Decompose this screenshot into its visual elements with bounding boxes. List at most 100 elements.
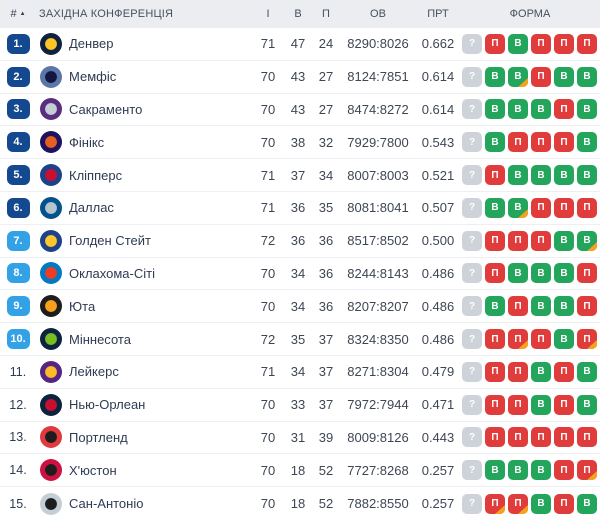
table-row[interactable]: 10. Міннесота 72 35 37 8324:8350 0.486 ?… [0, 323, 600, 356]
team-name[interactable]: Х'юстон [69, 462, 117, 478]
table-row[interactable]: 3. Сакраменто 70 43 27 8474:8272 0.614 ?… [0, 93, 600, 127]
team-name[interactable]: Оклахома-Сіті [69, 265, 155, 281]
form-result-box[interactable]: В [577, 132, 597, 153]
form-upcoming-box[interactable]: ? [462, 329, 482, 350]
form-upcoming-box[interactable]: ? [462, 230, 482, 251]
form-result-box[interactable]: П [554, 33, 574, 54]
form-result-box[interactable]: П [577, 263, 597, 284]
form-result-box[interactable]: В [554, 329, 574, 350]
form-result-box[interactable]: В [485, 132, 505, 153]
team-name[interactable]: Кліпперс [69, 167, 123, 183]
form-result-box[interactable]: В [485, 66, 505, 87]
form-upcoming-box[interactable]: ? [462, 99, 482, 120]
team-name[interactable]: Денвер [69, 36, 114, 52]
form-result-box[interactable]: П [531, 66, 551, 87]
form-result-box[interactable]: П [485, 263, 505, 284]
form-result-box[interactable]: П [485, 33, 505, 54]
form-upcoming-box[interactable]: ? [462, 361, 482, 382]
form-result-box[interactable]: В [577, 361, 597, 382]
table-row[interactable]: 15. Сан-Антоніо 70 18 52 7882:8550 0.257… [0, 487, 600, 520]
table-row[interactable]: 6. Даллас 71 36 35 8081:8041 0.507 ? В В П П… [0, 191, 600, 225]
team-name[interactable]: Сан-Антоніо [69, 496, 144, 512]
form-result-box[interactable]: В [554, 165, 574, 186]
form-result-box[interactable]: П [531, 230, 551, 251]
form-result-box[interactable]: В [531, 394, 551, 415]
form-result-box[interactable]: В [508, 66, 528, 87]
form-result-box[interactable]: В [485, 296, 505, 317]
team-name[interactable]: Мемфіс [69, 69, 117, 85]
team-name[interactable]: Портленд [69, 429, 128, 445]
form-upcoming-box[interactable]: ? [462, 394, 482, 415]
table-row[interactable]: 1. Денвер 71 47 24 8290:8026 0.662 ? П В П П… [0, 28, 600, 61]
form-result-box[interactable]: В [554, 263, 574, 284]
form-result-box[interactable]: В [531, 263, 551, 284]
form-upcoming-box[interactable]: ? [462, 296, 482, 317]
form-result-box[interactable]: П [485, 361, 505, 382]
form-result-box[interactable]: В [531, 460, 551, 481]
form-upcoming-box[interactable]: ? [462, 132, 482, 153]
form-result-box[interactable]: В [508, 165, 528, 186]
form-upcoming-box[interactable]: ? [462, 460, 482, 481]
form-result-box[interactable]: В [485, 99, 505, 120]
form-result-box[interactable]: П [485, 493, 505, 514]
team-name[interactable]: Міннесота [69, 331, 131, 347]
form-result-box[interactable]: П [577, 460, 597, 481]
form-result-box[interactable]: В [577, 394, 597, 415]
form-result-box[interactable]: П [508, 427, 528, 448]
form-result-box[interactable]: П [485, 329, 505, 350]
form-result-box[interactable]: П [508, 493, 528, 514]
form-result-box[interactable]: П [508, 329, 528, 350]
team-name[interactable]: Фінікс [69, 134, 105, 150]
team-name[interactable]: Юта [69, 298, 96, 314]
table-row[interactable]: 2. Мемфіс 70 43 27 8124:7851 0.614 ? В В П В… [0, 60, 600, 94]
table-row[interactable]: 8. Оклахома-Сіті 70 34 36 8244:8143 0.48… [0, 257, 600, 291]
form-result-box[interactable]: П [554, 361, 574, 382]
form-result-box[interactable]: П [577, 329, 597, 350]
team-name[interactable]: Лейкерс [69, 364, 119, 380]
form-result-box[interactable]: П [577, 427, 597, 448]
table-row[interactable]: 5. Кліпперс 71 37 34 8007:8003 0.521 ? П В… [0, 159, 600, 192]
form-result-box[interactable]: П [508, 361, 528, 382]
form-result-box[interactable]: В [531, 361, 551, 382]
team-name[interactable]: Голден Стейт [69, 233, 151, 249]
form-result-box[interactable]: В [485, 460, 505, 481]
form-result-box[interactable]: П [531, 33, 551, 54]
form-result-box[interactable]: П [485, 165, 505, 186]
form-result-box[interactable]: В [577, 165, 597, 186]
team-name[interactable]: Нью-Орлеан [69, 397, 146, 413]
form-result-box[interactable]: В [531, 493, 551, 514]
form-result-box[interactable]: П [531, 427, 551, 448]
form-result-box[interactable]: П [577, 33, 597, 54]
form-result-box[interactable]: П [554, 197, 574, 218]
form-result-box[interactable]: В [531, 165, 551, 186]
form-result-box[interactable]: В [508, 263, 528, 284]
form-result-box[interactable]: П [508, 230, 528, 251]
form-result-box[interactable]: В [554, 66, 574, 87]
form-result-box[interactable]: В [577, 230, 597, 251]
table-row[interactable]: 9. Юта 70 34 36 8207:8207 0.486 ? В П В В П [0, 290, 600, 324]
form-result-box[interactable]: П [508, 296, 528, 317]
form-result-box[interactable]: П [554, 493, 574, 514]
form-upcoming-box[interactable]: ? [462, 427, 482, 448]
table-row[interactable]: 7. Голден Стейт 72 36 36 8517:8502 0.500… [0, 224, 600, 258]
form-result-box[interactable]: П [577, 197, 597, 218]
form-result-box[interactable]: В [554, 230, 574, 251]
form-result-box[interactable]: П [485, 230, 505, 251]
form-result-box[interactable]: В [577, 493, 597, 514]
form-result-box[interactable]: П [485, 427, 505, 448]
form-result-box[interactable]: П [531, 197, 551, 218]
form-result-box[interactable]: В [531, 99, 551, 120]
form-result-box[interactable]: П [554, 132, 574, 153]
table-row[interactable]: 11. Лейкерс 71 34 37 8271:8304 0.479 ? П П… [0, 355, 600, 389]
form-result-box[interactable]: В [531, 296, 551, 317]
form-result-box[interactable]: В [508, 33, 528, 54]
form-upcoming-box[interactable]: ? [462, 66, 482, 87]
form-result-box[interactable]: П [554, 99, 574, 120]
form-result-box[interactable]: В [508, 197, 528, 218]
form-result-box[interactable]: П [554, 460, 574, 481]
form-result-box[interactable]: П [554, 427, 574, 448]
form-result-box[interactable]: В [577, 99, 597, 120]
table-row[interactable]: 12. Нью-Орлеан 70 33 37 7972:7944 0.471 … [0, 388, 600, 422]
form-upcoming-box[interactable]: ? [462, 197, 482, 218]
form-result-box[interactable]: П [531, 132, 551, 153]
